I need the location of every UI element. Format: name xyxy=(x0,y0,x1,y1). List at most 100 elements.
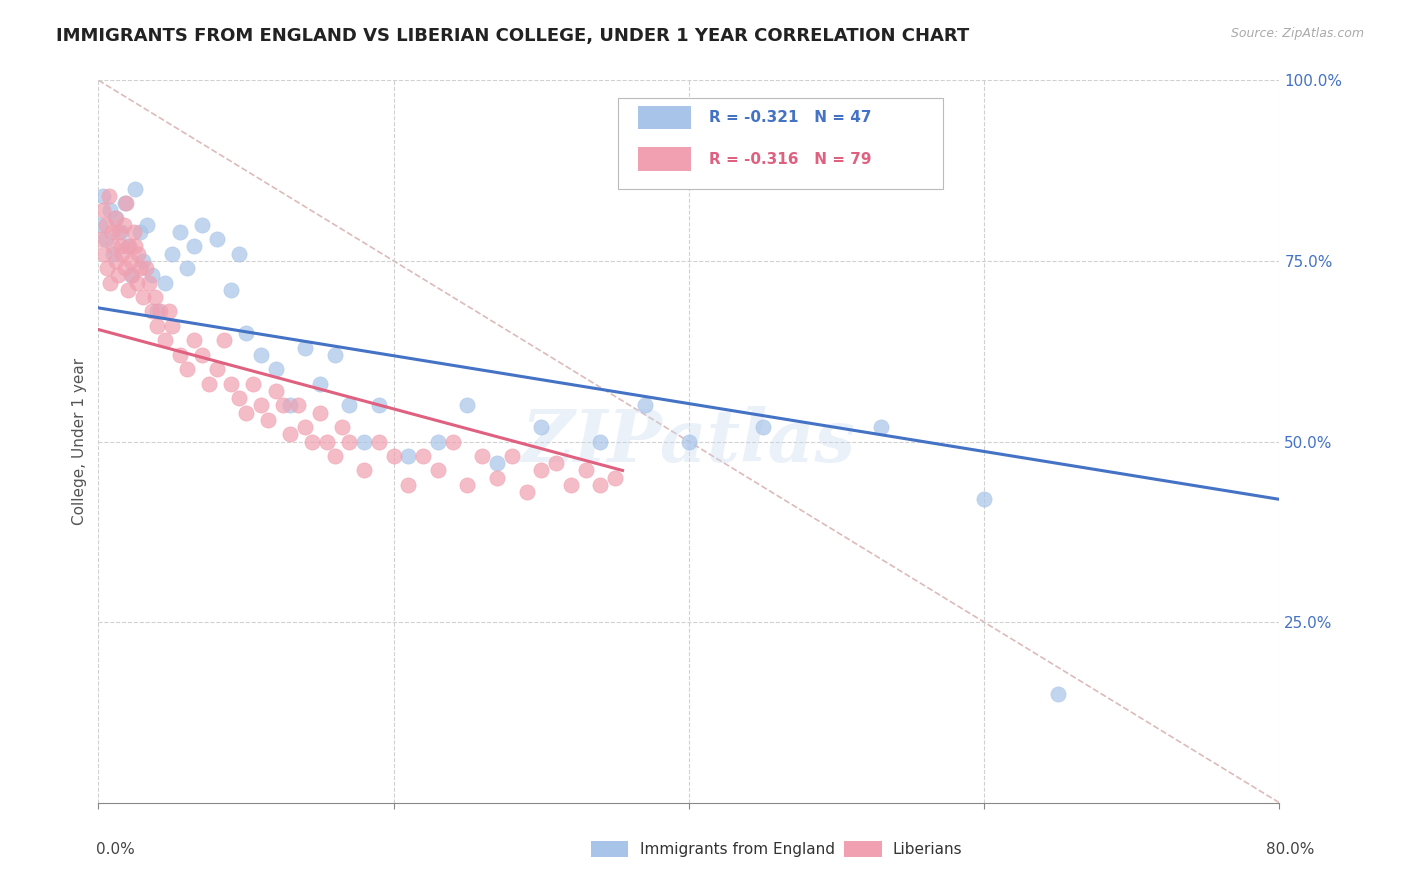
Bar xyxy=(638,106,692,129)
Point xyxy=(471,449,494,463)
Point xyxy=(205,362,228,376)
Point xyxy=(100,225,122,239)
Point xyxy=(516,485,538,500)
Point xyxy=(110,239,132,253)
Point xyxy=(122,225,145,239)
Point xyxy=(530,463,553,477)
Point xyxy=(339,398,361,412)
Point xyxy=(235,326,257,340)
Point xyxy=(176,362,198,376)
Point xyxy=(228,391,250,405)
Point xyxy=(183,239,205,253)
Point xyxy=(427,434,450,449)
Point xyxy=(157,304,180,318)
Point xyxy=(301,434,323,449)
Point xyxy=(120,268,142,283)
Point xyxy=(127,246,149,260)
Point xyxy=(212,334,235,348)
Point xyxy=(138,276,160,290)
Point xyxy=(441,434,464,449)
Point xyxy=(264,362,287,376)
Point xyxy=(146,304,169,318)
Point xyxy=(141,268,163,283)
Point xyxy=(93,246,115,260)
Point xyxy=(870,420,893,434)
Point xyxy=(605,470,627,484)
Point xyxy=(162,246,183,260)
Point xyxy=(427,463,450,477)
Point xyxy=(412,449,434,463)
Point xyxy=(103,239,125,253)
Point xyxy=(973,492,995,507)
Point xyxy=(546,456,568,470)
Point xyxy=(112,218,135,232)
Point xyxy=(353,463,375,477)
Point xyxy=(183,334,205,348)
Point xyxy=(280,427,302,442)
Point xyxy=(486,456,509,470)
Point xyxy=(271,398,294,412)
Text: 80.0%: 80.0% xyxy=(1267,842,1315,856)
Point xyxy=(118,239,141,253)
Point xyxy=(205,232,228,246)
Point xyxy=(398,449,420,463)
Point xyxy=(330,420,353,434)
Point xyxy=(752,420,775,434)
Point xyxy=(316,434,339,449)
Y-axis label: College, Under 1 year: College, Under 1 year xyxy=(72,358,87,525)
Text: R = -0.316   N = 79: R = -0.316 N = 79 xyxy=(709,152,872,167)
Point xyxy=(339,434,361,449)
Point xyxy=(257,413,280,427)
Point xyxy=(382,449,405,463)
Point xyxy=(235,406,257,420)
Point xyxy=(457,478,479,492)
Point xyxy=(153,334,176,348)
Point xyxy=(107,268,129,283)
Point xyxy=(169,225,191,239)
Point xyxy=(250,348,273,362)
Point xyxy=(132,253,155,268)
Point xyxy=(96,261,118,276)
Point xyxy=(114,196,136,211)
Point xyxy=(198,376,221,391)
Point xyxy=(91,203,114,218)
Point xyxy=(98,203,121,218)
Point xyxy=(398,478,420,492)
Point xyxy=(124,239,146,253)
Point xyxy=(176,261,198,276)
Point xyxy=(135,261,157,276)
Point xyxy=(125,276,148,290)
Point xyxy=(110,225,132,239)
Point xyxy=(146,318,169,333)
Point xyxy=(117,239,139,253)
Point xyxy=(162,318,183,333)
Point xyxy=(264,384,287,398)
Point xyxy=(117,283,139,297)
Point xyxy=(221,376,243,391)
Point xyxy=(89,232,111,246)
Point xyxy=(486,470,509,484)
Point xyxy=(105,253,128,268)
Point xyxy=(294,341,316,355)
Point xyxy=(115,196,138,211)
Point xyxy=(94,218,117,232)
Point xyxy=(575,463,598,477)
Point xyxy=(191,348,214,362)
Point xyxy=(124,182,146,196)
Point xyxy=(104,211,127,225)
Point xyxy=(120,253,142,268)
Point xyxy=(108,225,131,239)
Point xyxy=(103,246,125,260)
Point xyxy=(153,276,176,290)
Point xyxy=(309,376,332,391)
Point xyxy=(169,348,191,362)
Point xyxy=(97,189,120,203)
Point xyxy=(89,218,111,232)
Point xyxy=(128,225,150,239)
Text: 0.0%: 0.0% xyxy=(96,842,135,856)
Point xyxy=(294,420,316,434)
Text: ZIPatlas: ZIPatlas xyxy=(522,406,856,477)
Point xyxy=(368,434,391,449)
Text: Immigrants from England: Immigrants from England xyxy=(640,842,835,856)
Point xyxy=(221,283,243,297)
